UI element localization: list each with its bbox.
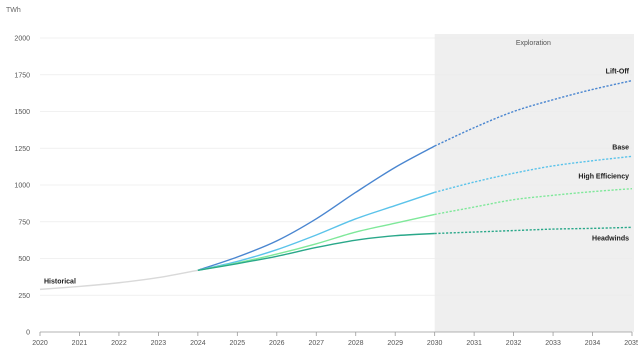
- y-tick-label: 1750: [14, 72, 30, 79]
- series-label-lift-off: Lift-Off: [606, 69, 630, 76]
- y-tick-label: 250: [18, 293, 30, 300]
- x-tick-label: 2027: [308, 340, 324, 347]
- x-tick-label: 2029: [387, 340, 403, 347]
- series-label-historical: Historical: [44, 278, 76, 285]
- series-label-headwinds: Headwinds: [592, 235, 629, 242]
- series-line-base: [197, 191, 435, 271]
- series-projection-headwinds: [434, 226, 633, 235]
- series-line-headwinds: [197, 232, 435, 271]
- x-tick-label: 2032: [506, 340, 522, 347]
- y-tick-label: 1250: [14, 146, 30, 153]
- series-line-high-efficiency: [197, 213, 435, 271]
- x-tick-label: 2022: [111, 340, 127, 347]
- x-tick-label: 2034: [585, 340, 601, 347]
- series-label-base: Base: [612, 144, 629, 151]
- y-tick-label: 1000: [14, 183, 30, 190]
- x-tick-label: 2028: [348, 340, 364, 347]
- series-label-high-efficiency: High Efficiency: [578, 174, 629, 181]
- x-tick-label: 2023: [151, 340, 167, 347]
- x-tick-label: 2033: [545, 340, 561, 347]
- exploration-region: [434, 34, 634, 332]
- series-projection-high-efficiency: [434, 187, 633, 216]
- series-projection-lift-off: [434, 79, 633, 147]
- x-tick-label: 2030: [427, 340, 443, 347]
- series-projection-base: [434, 155, 633, 194]
- x-tick-label: 2024: [190, 340, 206, 347]
- x-tick-label: 2031: [466, 340, 482, 347]
- x-tick-label: 2035: [624, 340, 638, 347]
- x-tick-label: 2026: [269, 340, 285, 347]
- x-tick-label: 2025: [230, 340, 246, 347]
- y-tick-label: 1500: [14, 109, 30, 116]
- series-line-lift-off: [197, 145, 436, 271]
- y-tick-label: 500: [18, 256, 30, 263]
- y-tick-label: 750: [18, 219, 30, 226]
- exploration-region-label: Exploration: [516, 40, 551, 47]
- x-tick-label: 2021: [72, 340, 88, 347]
- y-tick-label: 2000: [14, 36, 30, 43]
- y-tick-label: 0: [26, 330, 30, 337]
- y-axis-unit-label: TWh: [6, 7, 21, 14]
- x-tick-label: 2020: [32, 340, 48, 347]
- series-line-historical: [39, 269, 198, 291]
